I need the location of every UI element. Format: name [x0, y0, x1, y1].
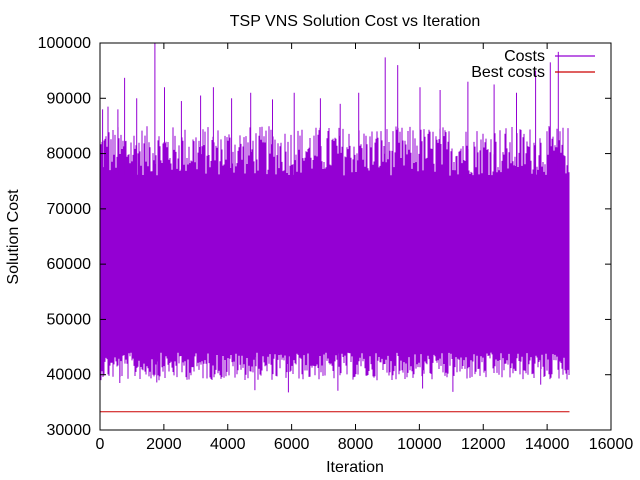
x-ticks: 0 2000 4000 6000 8000 10000 12000 14000 16000: [96, 43, 634, 453]
legend-label-costs: Costs: [504, 48, 545, 65]
chart-title: TSP VNS Solution Cost vs Iteration: [230, 13, 480, 30]
x-tick-label: 2000: [146, 436, 182, 453]
y-tick-label: 40000: [47, 367, 92, 384]
legend: Costs Best costs: [471, 48, 595, 81]
x-axis-label: Iteration: [326, 459, 384, 476]
x-tick-label: 8000: [338, 436, 374, 453]
y-tick-label: 60000: [47, 256, 92, 273]
y-tick-label: 70000: [47, 201, 92, 218]
x-tick-label: 0: [96, 436, 105, 453]
y-tick-label: 50000: [47, 311, 92, 328]
x-tick-label: 12000: [461, 436, 506, 453]
x-tick-label: 14000: [525, 436, 570, 453]
y-ticks: 30000 40000 50000 60000 70000 80000 90000 10000…: [38, 35, 611, 439]
x-tick-label: 4000: [210, 436, 246, 453]
legend-label-best-costs: Best costs: [471, 64, 545, 81]
plot-area: [99, 43, 570, 413]
y-axis-label: Solution Cost: [5, 189, 22, 285]
y-tick-label: 100000: [38, 35, 91, 52]
y-tick-label: 30000: [47, 422, 92, 439]
costs-series: [99, 126, 570, 381]
y-tick-label: 90000: [47, 90, 92, 107]
x-tick-label: 10000: [397, 436, 442, 453]
x-tick-label: 16000: [589, 436, 634, 453]
y-tick-label: 80000: [47, 146, 92, 163]
x-tick-label: 6000: [274, 436, 310, 453]
